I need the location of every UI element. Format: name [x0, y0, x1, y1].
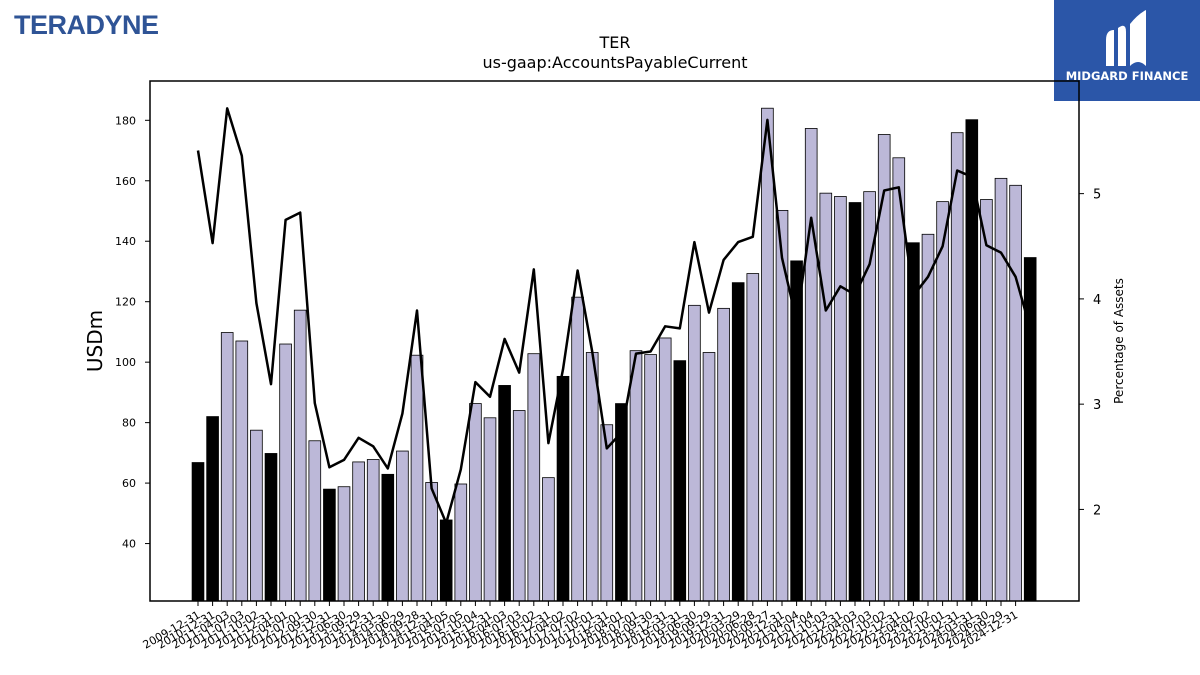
bar — [512, 410, 526, 602]
y2-tick-label: 2 — [1093, 503, 1101, 518]
bar — [571, 296, 584, 602]
bar — [950, 132, 964, 602]
bar — [775, 209, 789, 602]
bar — [717, 307, 730, 602]
bar — [731, 282, 745, 602]
bar — [834, 196, 847, 602]
bar — [454, 483, 468, 602]
line-series — [196, 107, 1032, 525]
teradyne-logo: TERADYNE — [14, 10, 159, 40]
y-tick-label: 120 — [115, 296, 136, 309]
bar — [702, 352, 716, 602]
bar-series — [191, 107, 1037, 602]
bar — [352, 461, 365, 602]
midgard-emblem-icon — [1106, 10, 1146, 66]
percentage-line — [196, 107, 1032, 525]
bar — [542, 477, 555, 602]
bar — [293, 309, 307, 602]
bar — [191, 462, 205, 602]
y-tick-label: 40 — [122, 538, 136, 551]
bar — [658, 337, 672, 602]
y-axis-right: 2 3 4 5 — [1079, 188, 1101, 518]
y2-tick-label: 3 — [1093, 398, 1101, 413]
bar — [980, 199, 993, 602]
bar — [600, 424, 614, 602]
bar — [498, 385, 511, 602]
bar — [483, 417, 497, 602]
y-tick-label: 140 — [115, 235, 136, 248]
x-axis: 2009-12-312010-12-312011-04-032011-07-03… — [141, 601, 1020, 652]
y-axis-label: USDm — [83, 310, 107, 372]
bar — [235, 340, 249, 602]
bar — [921, 233, 935, 602]
bar — [264, 453, 278, 602]
bar — [761, 107, 774, 602]
bar — [877, 134, 891, 602]
plot-frame — [149, 80, 1080, 602]
bar — [688, 304, 701, 602]
bar — [439, 519, 453, 602]
bar — [936, 201, 949, 602]
bar — [220, 332, 234, 602]
bar — [469, 403, 482, 602]
y2-axis-label: Percentage of Assets — [1112, 278, 1126, 404]
bar — [396, 450, 409, 602]
bar — [848, 202, 862, 602]
bar — [250, 429, 263, 602]
bar — [366, 459, 380, 602]
bar — [206, 416, 219, 602]
y-tick-label: 80 — [122, 417, 136, 430]
y-tick-label: 60 — [122, 477, 136, 490]
y2-tick-label: 4 — [1093, 293, 1101, 308]
y2-tick-label: 5 — [1093, 188, 1101, 203]
bar — [279, 343, 292, 602]
bar — [337, 486, 351, 602]
chart-title: TER — [599, 33, 631, 52]
bar — [1009, 184, 1022, 602]
bar — [585, 352, 599, 602]
bar — [629, 350, 643, 602]
bar — [994, 177, 1008, 602]
bar — [527, 353, 541, 602]
bar — [323, 488, 336, 602]
y-tick-label: 160 — [115, 175, 136, 188]
bar — [746, 273, 760, 602]
bar — [308, 440, 322, 602]
bar — [790, 260, 803, 602]
y-tick-label: 100 — [115, 356, 136, 369]
midgard-finance-text: MIDGARD FINANCE — [1065, 69, 1189, 83]
bar — [381, 473, 395, 602]
y-tick-label: 180 — [115, 114, 136, 127]
bar — [410, 354, 424, 602]
chart-subtitle: us-gaap:AccountsPayableCurrent — [482, 53, 747, 72]
bar — [1023, 257, 1037, 602]
bar — [673, 360, 687, 602]
bar — [556, 375, 570, 602]
bar — [863, 191, 876, 602]
bar — [804, 128, 818, 602]
bar — [819, 192, 833, 602]
bar — [644, 354, 657, 602]
y-axis-left: 40 60 80 100 120 140 160 180 — [115, 114, 150, 551]
